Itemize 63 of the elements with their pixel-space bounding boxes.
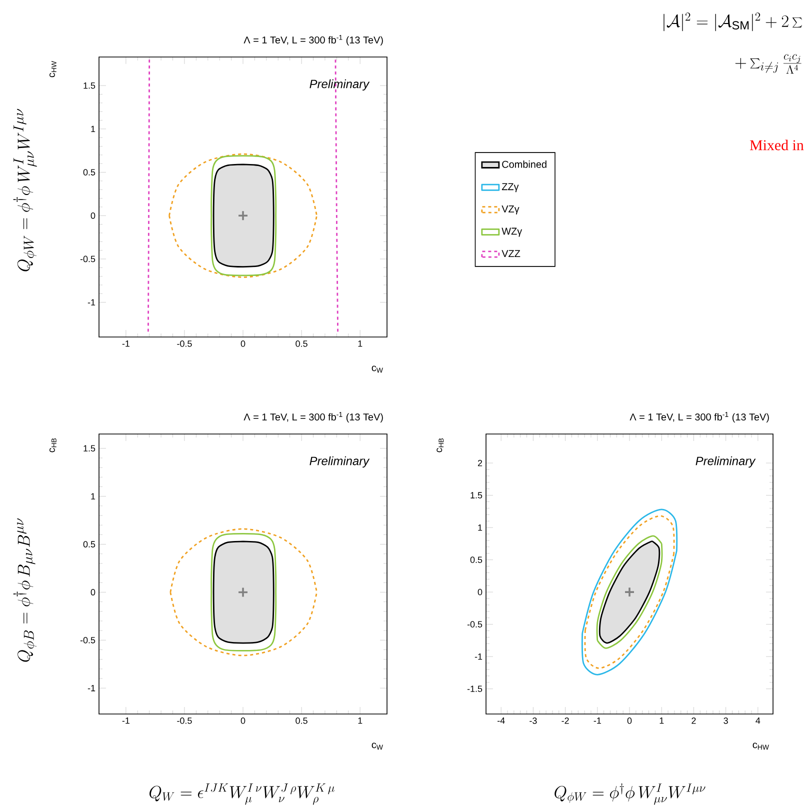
y-tick-label: -1 (88, 299, 96, 306)
text: $Q_{\phi W} = \phi^\dagger \phi\, W^I_{\mu\nu} W^{I\mu\nu}$ (13, 108, 37, 272)
legend-label: VZγ (502, 206, 520, 214)
text: $Q_{\phi W} = \phi^\dagger \phi\, W^I_{\mu\nu} W^{I\mu\nu}$ (554, 783, 706, 805)
text: $+ \sum_{i\neq j} \frac{c_i c_j}{\Lambda^4}$ (735, 54, 802, 74)
y-axis-title: c$_{HB}$ (436, 438, 444, 452)
legend-label: VZZ (502, 250, 520, 257)
legend-label: Combined (502, 160, 546, 168)
chart-title: Λ = 1 TeV, L = 300 fb$^{-1}$ (13 TeV) (244, 35, 383, 46)
y-tick-label: 0.5 (83, 541, 96, 548)
x-tick-label: -1 (594, 718, 601, 724)
x-tick-label: 0 (240, 718, 246, 724)
x-tick-label: 0.5 (296, 340, 308, 347)
y-tick-label: 0 (90, 212, 96, 219)
y-tick-label: -1 (474, 653, 482, 660)
text: Mixed in (750, 140, 804, 150)
y-axis-title: c$_{HW}$ (49, 61, 56, 78)
annotation: Preliminary (310, 456, 370, 468)
y-tick-label: -0.5 (467, 621, 482, 628)
text: $Q_{\phi B} = \phi^\dagger \phi\, B_{\mu\nu} B^{\mu\nu}$ (13, 518, 37, 662)
annotation: Preliminary (696, 456, 756, 468)
y-tick-label: 1.5 (84, 445, 96, 452)
x-axis-title: c$_{W}$ (372, 366, 383, 373)
x-tick-label: 0 (240, 340, 246, 347)
x-tick-label: 2 (692, 718, 696, 724)
x-tick-label: -1 (122, 718, 130, 724)
x-tick-label: 3 (724, 718, 728, 724)
legend-label: ZZγ (502, 183, 519, 192)
x-tick-label: 1 (358, 718, 362, 724)
y-tick-label: 1.5 (470, 492, 482, 498)
chart-title: Λ = 1 TeV, L = 300 fb$^{-1}$ (13 TeV) (630, 412, 769, 422)
x-tick-label: -2 (562, 718, 569, 724)
legend-label: WZγ (502, 228, 522, 237)
y-tick-label: 1 (478, 524, 482, 531)
y-tick-label: 1.5 (84, 82, 96, 89)
y-tick-label: 0.5 (470, 556, 482, 563)
y-tick-label: -1 (88, 685, 96, 692)
x-tick-label: -3 (530, 718, 537, 724)
y-tick-label: 2 (478, 460, 482, 466)
y-tick-label: 0 (478, 588, 482, 596)
x-tick-label: 1 (358, 340, 362, 347)
y-axis-title: c$_{HB}$ (49, 438, 56, 452)
x-tick-label: 1 (660, 718, 664, 724)
text: $|\mathcal{A}|^2 = |\mathcal{A}_{\mathrm{SM}}|^2 + 2\sum$ (664, 12, 802, 32)
y-tick-label: -0.5 (80, 256, 96, 262)
x-tick-label: 0.5 (296, 718, 308, 724)
x-tick-label: -1 (122, 340, 130, 347)
x-tick-label: -4 (498, 718, 505, 724)
x-axis-title: c$_{W}$ (372, 742, 383, 750)
text: $Q_W = \epsilon^{IJK} W^{I\,\nu}_{\mu} W^{J\,\rho}_{\nu} W^{K\,\mu}_{\rho}$ (150, 784, 334, 805)
y-tick-label: 1 (91, 493, 96, 500)
x-axis-title: c$_{HW}$ (752, 742, 769, 750)
y-tick-label: -0.5 (80, 636, 96, 644)
y-tick-label: -1.5 (467, 686, 482, 692)
annotation: Preliminary (310, 79, 370, 91)
chart-title: Λ = 1 TeV, L = 300 fb$^{-1}$ (13 TeV) (244, 412, 383, 422)
x-tick-label: 4 (756, 718, 760, 724)
x-tick-label: -0.5 (177, 340, 192, 347)
y-tick-label: 0.5 (83, 169, 96, 176)
x-tick-label: 0 (627, 718, 632, 724)
y-tick-label: 1 (91, 126, 96, 132)
x-tick-label: -0.5 (177, 718, 192, 724)
y-tick-label: 0 (90, 589, 96, 596)
